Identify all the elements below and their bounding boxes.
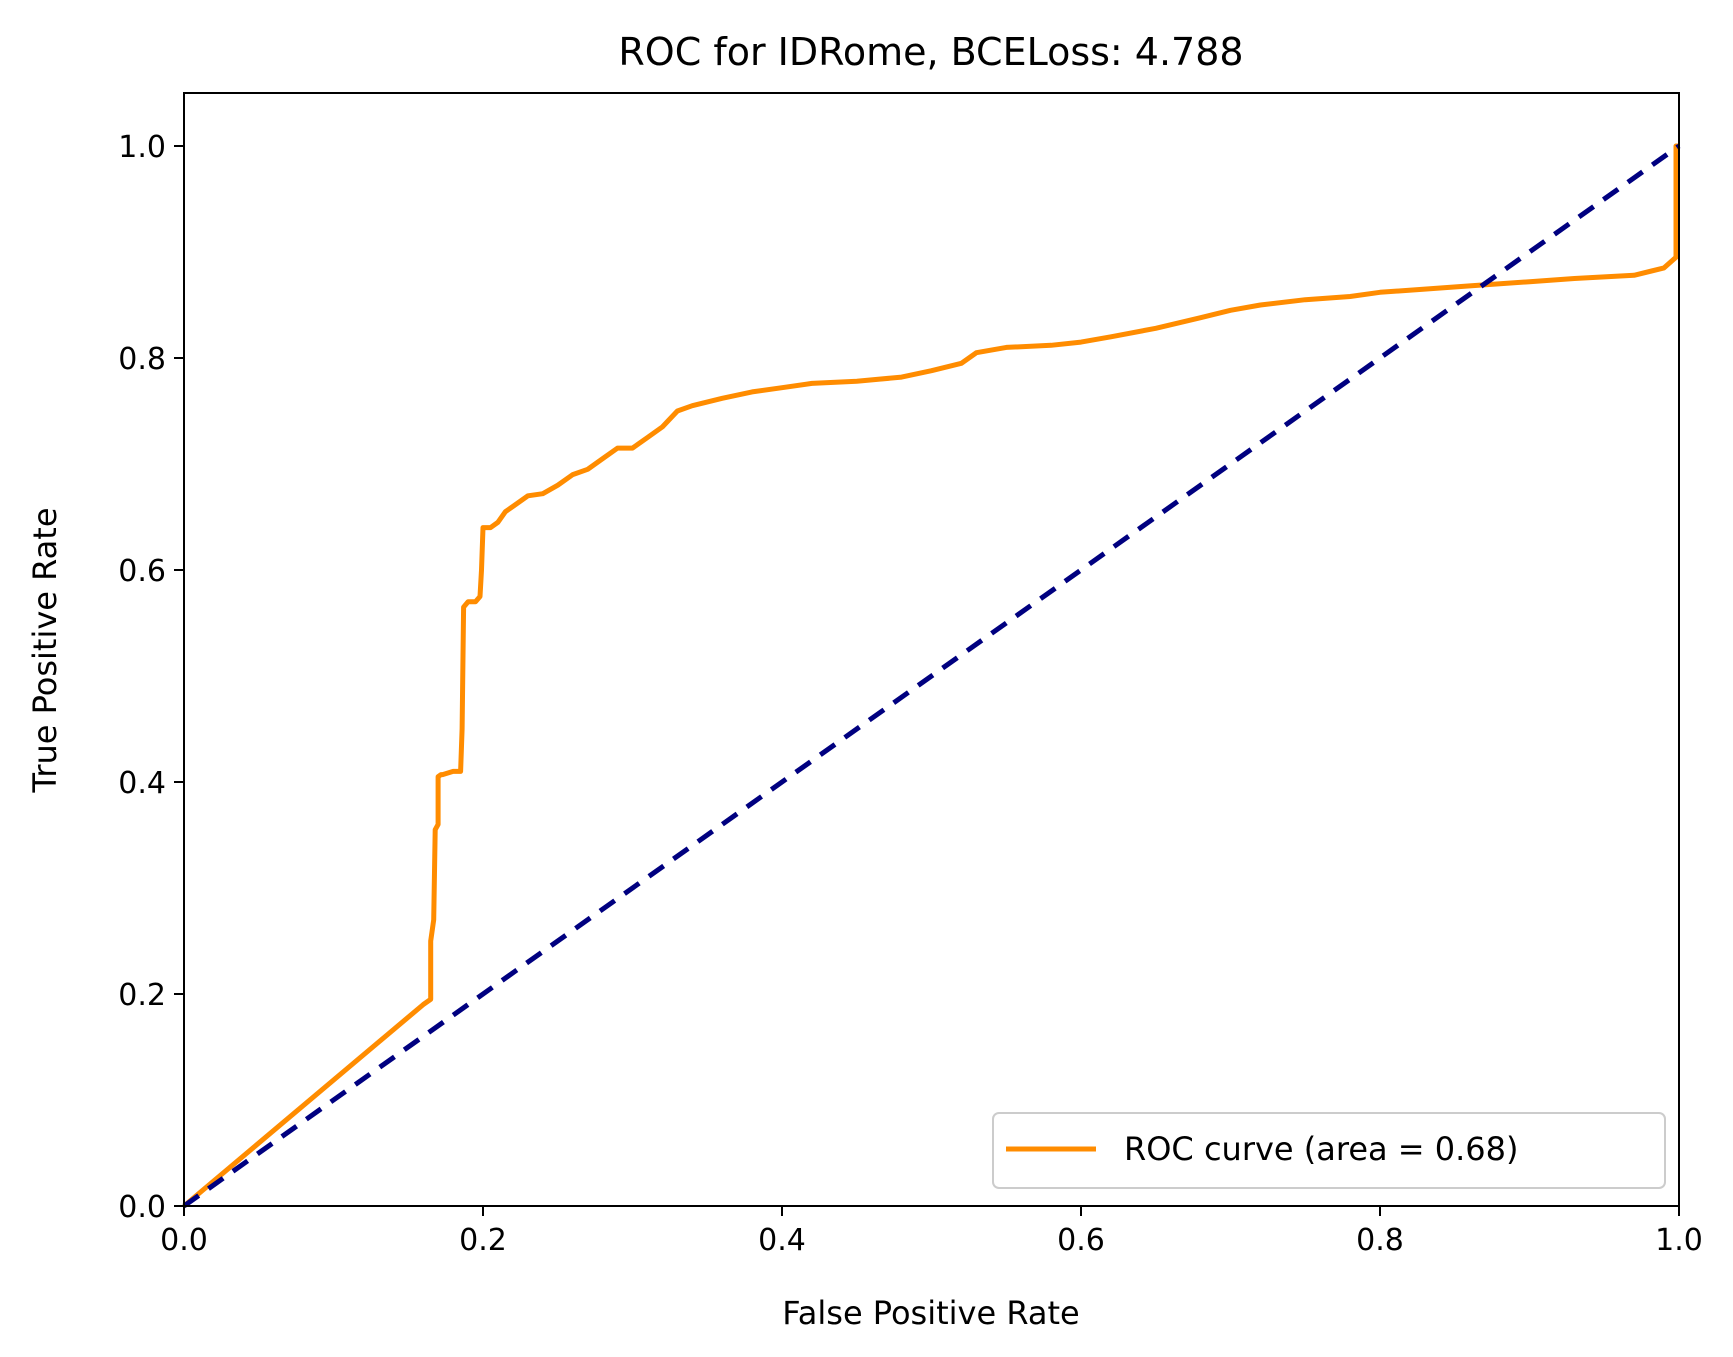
x-axis-label: False Positive Rate — [782, 1294, 1079, 1332]
legend-entry-roc: ROC curve (area = 0.68) — [1124, 1130, 1519, 1168]
chart-title: ROC for IDRome, BCELoss: 4.788 — [618, 30, 1243, 74]
series-layer — [182, 143, 1681, 1209]
x-tick-label: 0.0 — [160, 1223, 208, 1258]
legend-box — [992, 1112, 1666, 1189]
x-axis-ticks: 0.0 0.2 0.4 0.6 0.8 1.0 — [160, 1206, 1703, 1258]
legend: ROC curve (area = 0.68) — [992, 1112, 1666, 1189]
x-tick-label: 0.8 — [1356, 1223, 1404, 1258]
y-tick-label: 0.4 — [118, 766, 166, 801]
y-tick-label: 0.0 — [118, 1190, 166, 1225]
roc-curve-line — [182, 143, 1679, 1208]
y-axis-label: True Positive Rate — [26, 507, 64, 793]
chance-diagonal-line — [182, 143, 1681, 1209]
y-tick-label: 0.2 — [118, 978, 166, 1013]
y-tick-label: 0.6 — [118, 554, 166, 589]
plot-frame — [183, 92, 1680, 1207]
x-tick-label: 0.6 — [1057, 1223, 1105, 1258]
y-axis-ticks: 0.0 0.2 0.4 0.6 0.8 1.0 — [118, 130, 184, 1225]
x-tick-label: 1.0 — [1655, 1223, 1703, 1258]
y-tick-label: 1.0 — [118, 130, 166, 165]
y-tick-label: 0.8 — [118, 342, 166, 377]
x-tick-label: 0.4 — [758, 1223, 806, 1258]
x-tick-label: 0.2 — [459, 1223, 507, 1258]
